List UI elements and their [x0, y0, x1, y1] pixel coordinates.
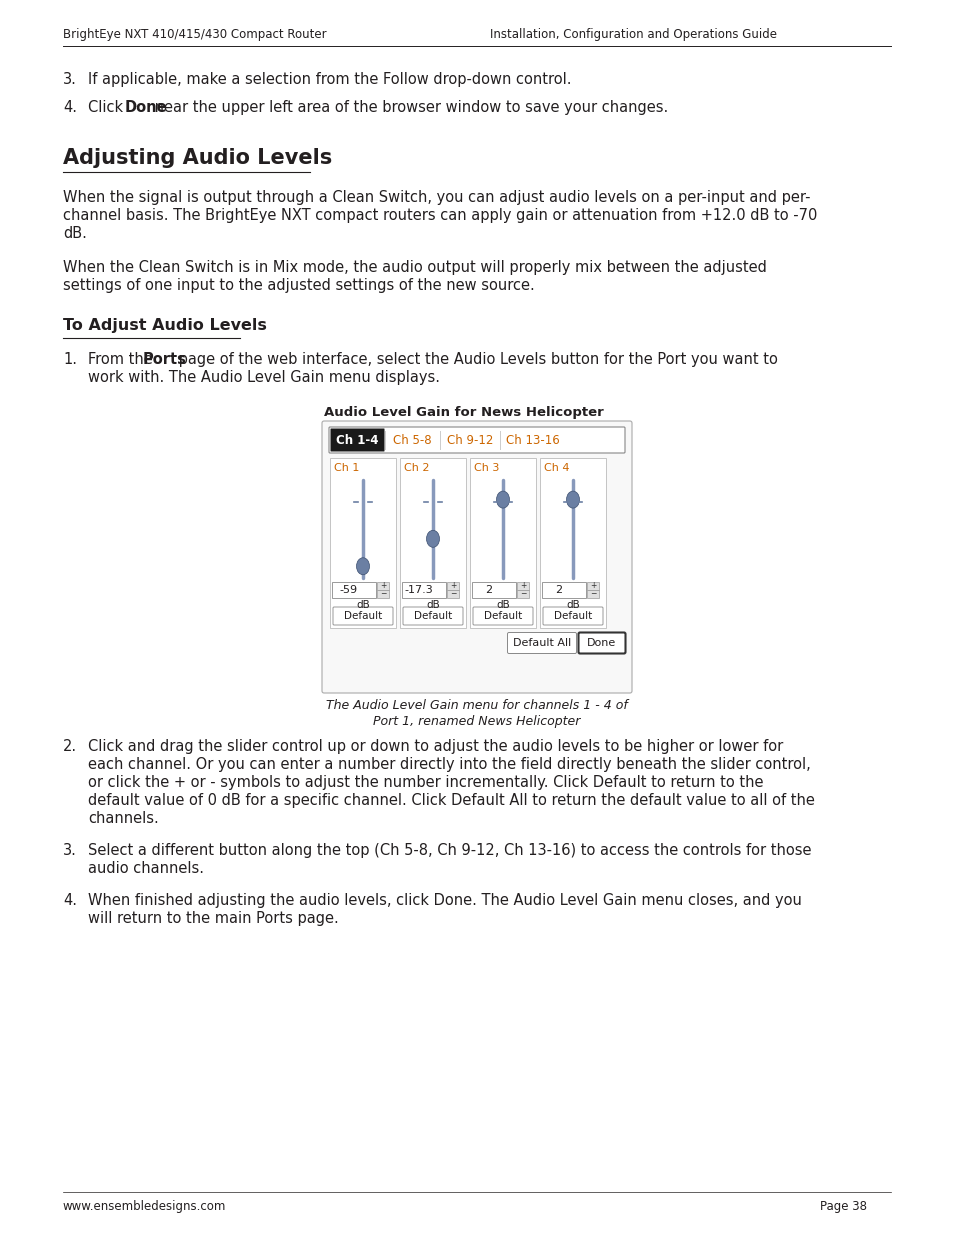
Bar — [376, 590, 389, 598]
Bar — [447, 582, 458, 590]
Text: When the Clean Switch is in Mix mode, the audio output will properly mix between: When the Clean Switch is in Mix mode, th… — [63, 261, 766, 275]
Text: 2: 2 — [485, 585, 492, 595]
Text: each channel. Or you can enter a number directly into the field directly beneath: each channel. Or you can enter a number … — [88, 757, 810, 772]
Text: dB.: dB. — [63, 226, 87, 241]
FancyBboxPatch shape — [322, 421, 631, 693]
Bar — [399, 458, 465, 629]
Text: -17.3: -17.3 — [404, 585, 433, 595]
Text: −: − — [450, 589, 456, 599]
Text: or click the + or - symbols to adjust the number incrementally. Click Default to: or click the + or - symbols to adjust th… — [88, 776, 762, 790]
Text: Ch 1-4: Ch 1-4 — [335, 433, 378, 447]
Text: From the: From the — [88, 352, 157, 367]
Text: audio channels.: audio channels. — [88, 861, 204, 876]
FancyBboxPatch shape — [329, 427, 624, 453]
Text: Default: Default — [414, 611, 452, 621]
Text: Adjusting Audio Levels: Adjusting Audio Levels — [63, 148, 332, 168]
FancyBboxPatch shape — [542, 606, 602, 625]
Text: dB: dB — [426, 600, 439, 610]
Bar — [541, 582, 585, 598]
Text: 2.: 2. — [63, 739, 77, 755]
Text: −: − — [519, 589, 526, 599]
Bar — [376, 582, 389, 590]
Text: To Adjust Audio Levels: To Adjust Audio Levels — [63, 317, 267, 333]
Text: settings of one input to the adjusted settings of the new source.: settings of one input to the adjusted se… — [63, 278, 535, 293]
Text: Ch 2: Ch 2 — [403, 463, 429, 473]
Text: When finished adjusting the audio levels, click Done. The Audio Level Gain menu : When finished adjusting the audio levels… — [88, 893, 801, 908]
Ellipse shape — [496, 492, 509, 508]
Text: work with. The Audio Level Gain menu displays.: work with. The Audio Level Gain menu dis… — [88, 370, 439, 385]
Text: Ch 5-8: Ch 5-8 — [393, 433, 432, 447]
Text: Ports: Ports — [142, 352, 186, 367]
Text: +: + — [519, 582, 526, 590]
Text: Click: Click — [88, 100, 128, 115]
Bar — [517, 582, 529, 590]
Text: 3.: 3. — [63, 72, 77, 86]
Text: Audio Level Gain for News Helicopter: Audio Level Gain for News Helicopter — [324, 406, 603, 419]
Bar — [332, 582, 375, 598]
Text: -59: -59 — [339, 585, 357, 595]
Text: near the upper left area of the browser window to save your changes.: near the upper left area of the browser … — [150, 100, 667, 115]
Text: dB: dB — [496, 600, 509, 610]
Text: will return to the main Ports page.: will return to the main Ports page. — [88, 911, 338, 926]
FancyBboxPatch shape — [578, 632, 625, 653]
Text: When the signal is output through a Clean Switch, you can adjust audio levels on: When the signal is output through a Clea… — [63, 190, 810, 205]
Text: Done: Done — [125, 100, 167, 115]
Bar — [330, 458, 395, 629]
Text: www.ensembledesigns.com: www.ensembledesigns.com — [63, 1200, 226, 1213]
Bar — [586, 582, 598, 590]
Text: Select a different button along the top (Ch 5-8, Ch 9-12, Ch 13-16) to access th: Select a different button along the top … — [88, 844, 811, 858]
Bar — [517, 590, 529, 598]
Bar — [472, 582, 516, 598]
Text: Default All: Default All — [513, 638, 571, 648]
FancyBboxPatch shape — [473, 606, 533, 625]
FancyBboxPatch shape — [402, 606, 462, 625]
Text: −: − — [589, 589, 596, 599]
Text: Done: Done — [587, 638, 616, 648]
Text: If applicable, make a selection from the Follow drop-down control.: If applicable, make a selection from the… — [88, 72, 571, 86]
Text: +: + — [379, 582, 386, 590]
Ellipse shape — [566, 492, 578, 508]
Text: Ch 4: Ch 4 — [543, 463, 569, 473]
Text: Ch 1: Ch 1 — [334, 463, 359, 473]
Text: Default: Default — [483, 611, 521, 621]
Text: Default: Default — [554, 611, 592, 621]
Text: dB: dB — [565, 600, 579, 610]
Text: channel basis. The BrightEye NXT compact routers can apply gain or attenuation f: channel basis. The BrightEye NXT compact… — [63, 207, 817, 224]
Text: Port 1, renamed News Helicopter: Port 1, renamed News Helicopter — [373, 715, 580, 727]
Ellipse shape — [356, 558, 369, 574]
FancyBboxPatch shape — [507, 632, 576, 653]
Ellipse shape — [426, 530, 439, 547]
FancyBboxPatch shape — [333, 606, 393, 625]
Bar — [447, 590, 458, 598]
Text: Ch 3: Ch 3 — [474, 463, 498, 473]
Text: −: − — [379, 589, 386, 599]
Text: Ch 13-16: Ch 13-16 — [506, 433, 559, 447]
Bar — [401, 582, 446, 598]
Text: BrightEye NXT 410/415/430 Compact Router: BrightEye NXT 410/415/430 Compact Router — [63, 28, 326, 41]
Text: +: + — [589, 582, 596, 590]
Text: dB: dB — [355, 600, 370, 610]
Text: 4.: 4. — [63, 893, 77, 908]
Text: 4.: 4. — [63, 100, 77, 115]
Bar — [539, 458, 605, 629]
Bar — [586, 590, 598, 598]
Text: +: + — [450, 582, 456, 590]
Text: 1.: 1. — [63, 352, 77, 367]
Text: default value of 0 dB for a specific channel. Click Default All to return the de: default value of 0 dB for a specific cha… — [88, 793, 814, 808]
Text: page of the web interface, select the Audio Levels button for the Port you want : page of the web interface, select the Au… — [173, 352, 777, 367]
Text: channels.: channels. — [88, 811, 158, 826]
Text: 3.: 3. — [63, 844, 77, 858]
Text: Installation, Configuration and Operations Guide: Installation, Configuration and Operatio… — [490, 28, 776, 41]
Bar — [470, 458, 536, 629]
Text: Default: Default — [343, 611, 382, 621]
Text: 2: 2 — [555, 585, 562, 595]
Text: Click and drag the slider control up or down to adjust the audio levels to be hi: Click and drag the slider control up or … — [88, 739, 782, 755]
Text: The Audio Level Gain menu for channels 1 - 4 of: The Audio Level Gain menu for channels 1… — [326, 699, 627, 713]
Text: Page 38: Page 38 — [820, 1200, 866, 1213]
Text: Ch 9-12: Ch 9-12 — [446, 433, 493, 447]
FancyBboxPatch shape — [330, 429, 384, 452]
